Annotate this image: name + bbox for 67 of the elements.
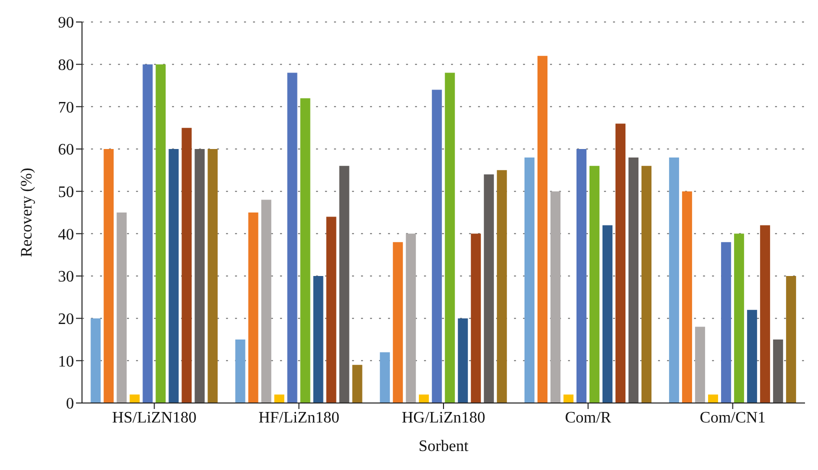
x-tick-label: HG/LiZn180 bbox=[402, 409, 486, 426]
bar bbox=[432, 90, 442, 403]
bar bbox=[194, 149, 205, 403]
y-tick-label: 40 bbox=[58, 226, 74, 244]
bar bbox=[484, 174, 494, 403]
bar bbox=[287, 72, 298, 403]
bar bbox=[116, 212, 127, 403]
bar bbox=[496, 170, 507, 403]
bar bbox=[524, 157, 534, 403]
bar bbox=[326, 216, 336, 403]
bar bbox=[406, 234, 416, 403]
bar bbox=[470, 234, 481, 403]
bar bbox=[130, 394, 140, 403]
y-tick-label: 10 bbox=[58, 353, 74, 370]
bar bbox=[90, 318, 101, 403]
bar bbox=[168, 149, 179, 403]
x-tick-label: HF/LiZn180 bbox=[258, 409, 340, 426]
bar bbox=[695, 326, 706, 403]
bar bbox=[682, 191, 692, 403]
bar bbox=[380, 352, 390, 403]
bar bbox=[773, 340, 784, 403]
y-tick-label: 50 bbox=[58, 184, 74, 202]
bar bbox=[563, 394, 574, 403]
bar bbox=[734, 234, 744, 403]
bar bbox=[708, 394, 718, 403]
bar bbox=[721, 242, 732, 403]
y-tick-label: 30 bbox=[58, 268, 74, 286]
bar bbox=[313, 276, 324, 403]
bar bbox=[786, 276, 796, 403]
bar bbox=[458, 318, 468, 403]
bar bbox=[339, 166, 350, 403]
bar bbox=[261, 200, 272, 403]
bar bbox=[104, 149, 114, 403]
x-tick-label: Com/R bbox=[564, 409, 612, 426]
bar bbox=[248, 212, 258, 403]
bar bbox=[602, 225, 612, 403]
bar bbox=[235, 340, 246, 403]
y-tick-label: 90 bbox=[58, 14, 74, 32]
y-tick-label: 0 bbox=[66, 396, 74, 413]
bar bbox=[615, 124, 626, 403]
bar bbox=[641, 166, 652, 403]
bar bbox=[156, 64, 166, 403]
x-tick-label: HS/LiZN180 bbox=[112, 409, 197, 426]
y-tick-label: 60 bbox=[58, 142, 74, 159]
bar bbox=[550, 191, 560, 403]
bar bbox=[182, 128, 192, 403]
bar bbox=[392, 242, 403, 403]
y-axis-title: Recovery (%) bbox=[18, 168, 36, 258]
bar bbox=[208, 149, 218, 403]
bar bbox=[747, 310, 758, 403]
bar bbox=[576, 149, 586, 403]
x-axis-title: Sorbent bbox=[418, 438, 469, 455]
x-tick-label: Com/CN1 bbox=[700, 409, 766, 426]
bar bbox=[274, 394, 284, 403]
y-tick-label: 70 bbox=[58, 99, 74, 116]
bar bbox=[444, 72, 455, 403]
bar bbox=[352, 364, 362, 403]
bar bbox=[760, 225, 770, 403]
bar bbox=[142, 64, 153, 403]
y-tick-label: 20 bbox=[58, 311, 74, 328]
bar bbox=[418, 394, 429, 403]
bar bbox=[537, 56, 548, 403]
bar bbox=[669, 157, 680, 403]
bar bbox=[589, 166, 600, 403]
y-tick-label: 80 bbox=[58, 57, 74, 74]
bar bbox=[628, 157, 638, 403]
bar bbox=[300, 98, 310, 403]
